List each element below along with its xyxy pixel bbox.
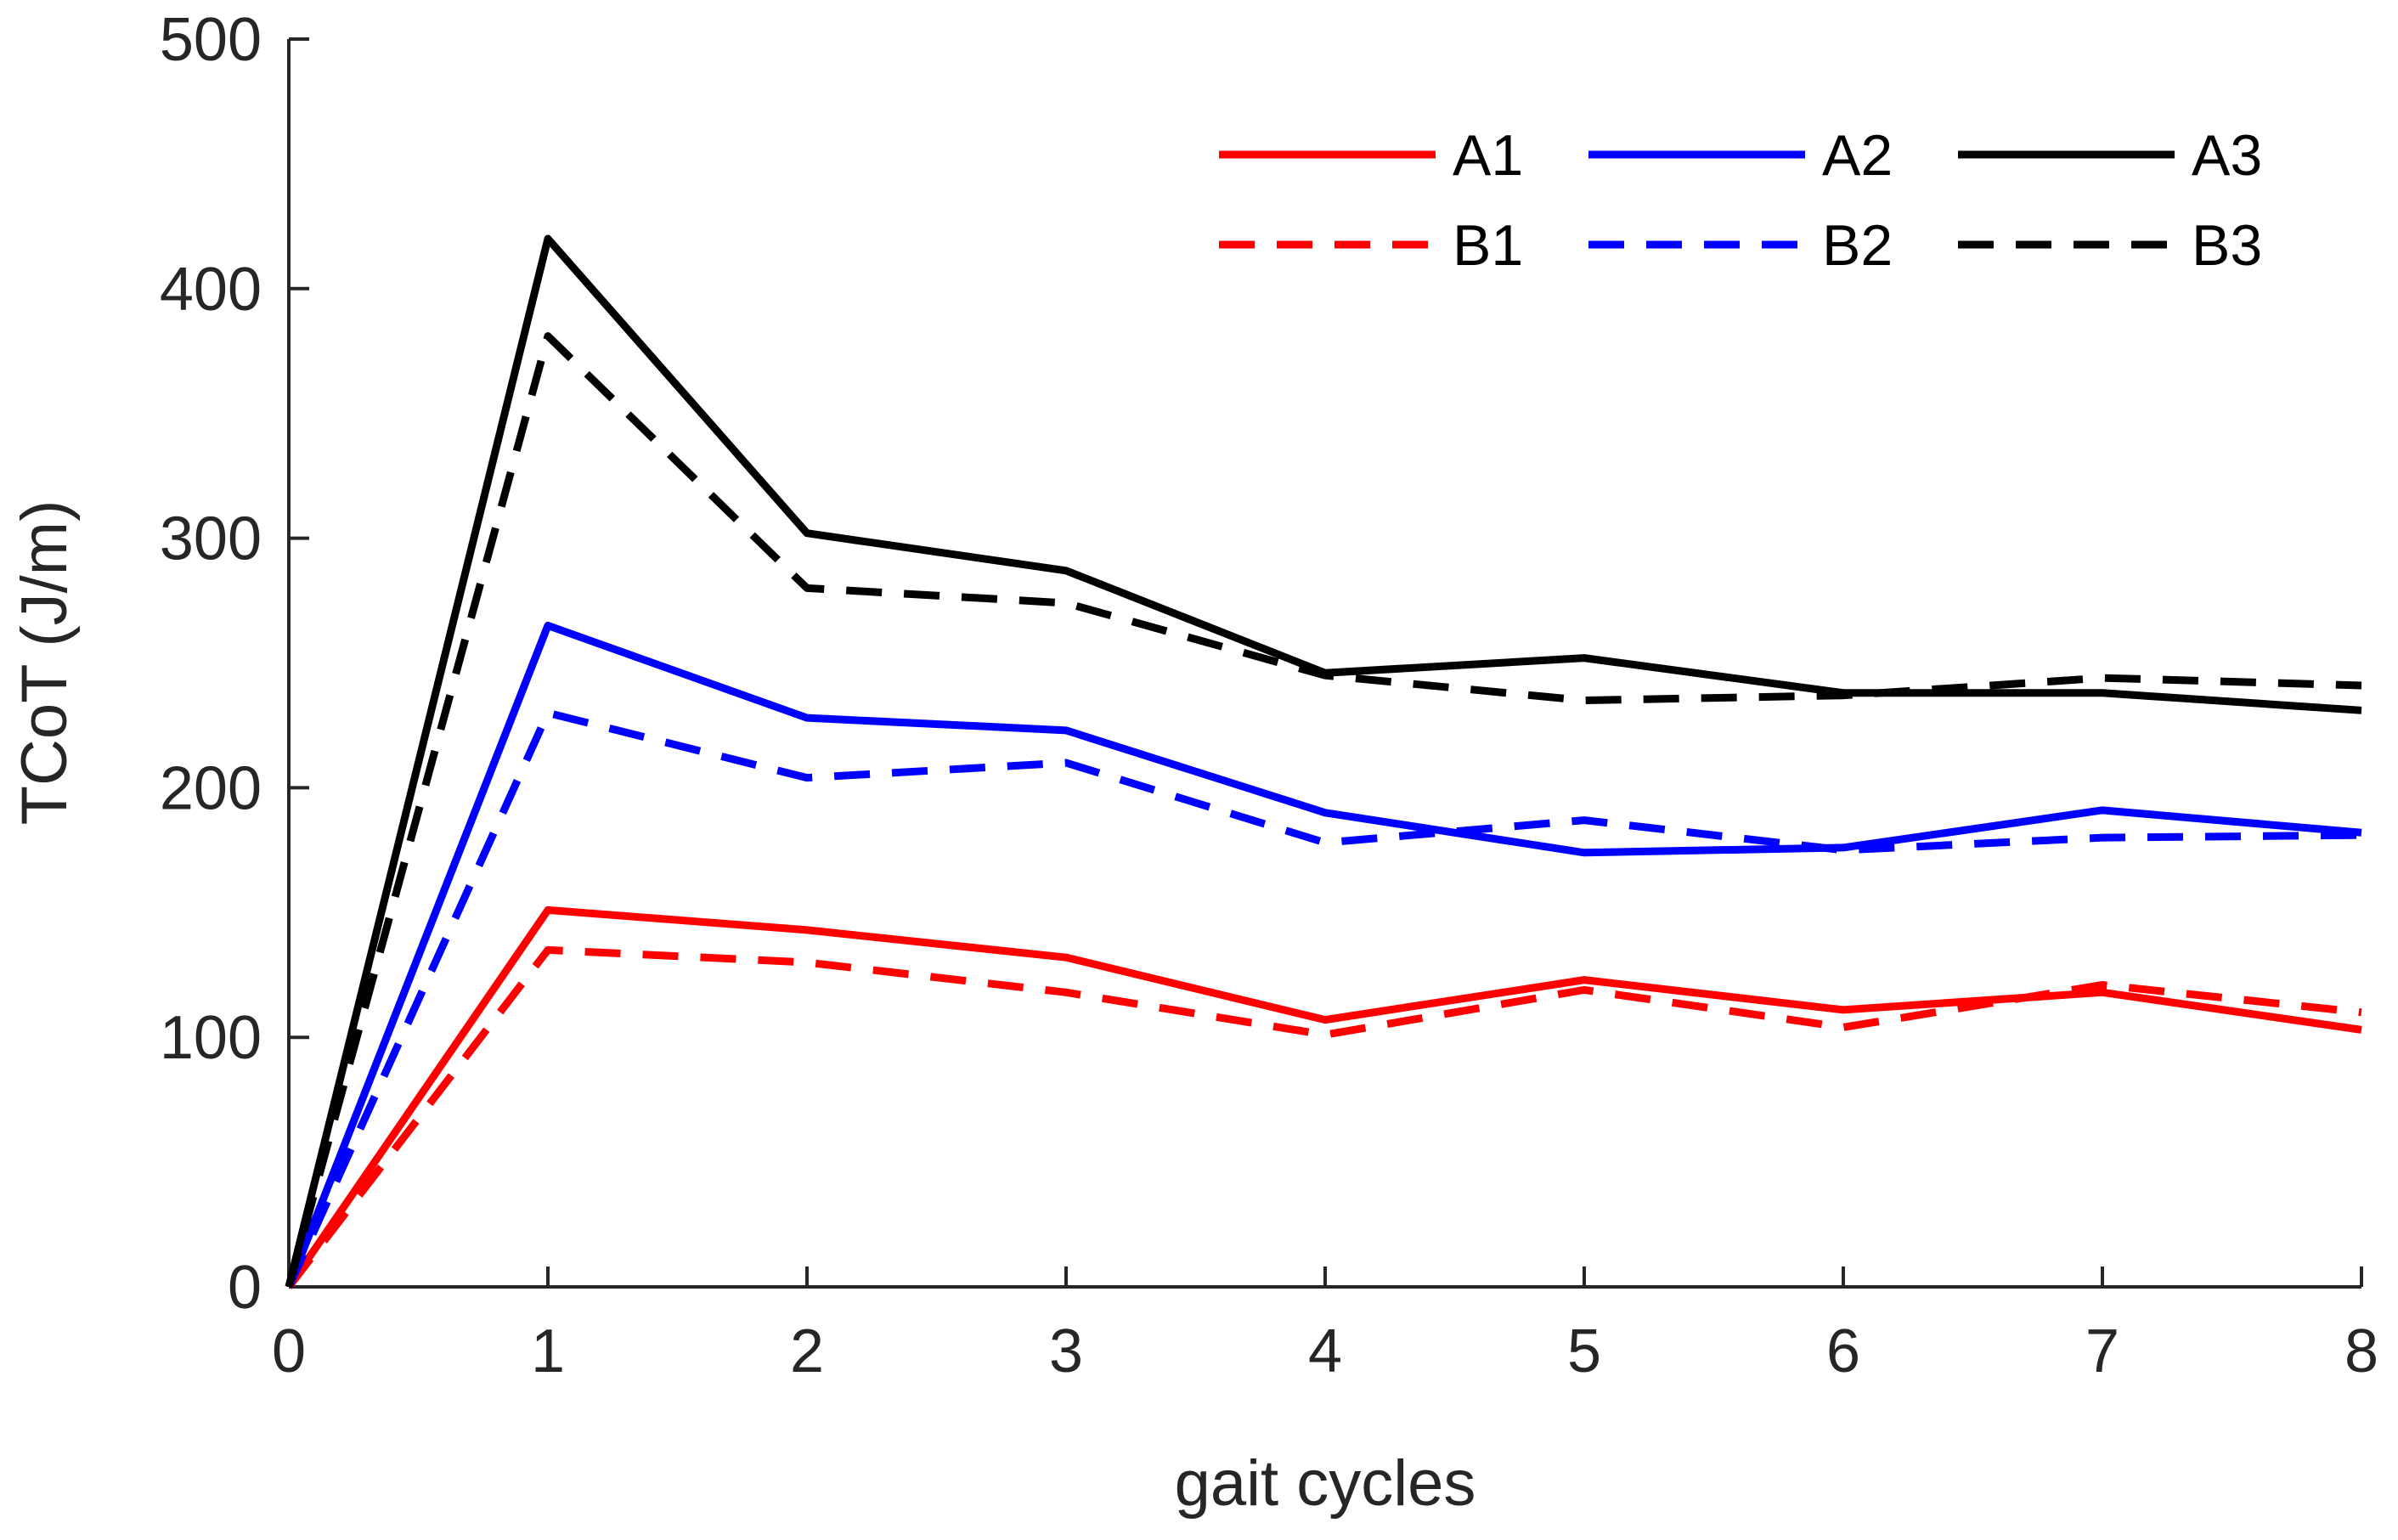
y-ticks: 0 100 200 300 400 500 — [160, 6, 309, 1322]
series-line-b3 — [285, 332, 2362, 1289]
y-tick-label: 400 — [160, 256, 262, 324]
series-lines — [285, 234, 2362, 1289]
legend-label-b3: B3 — [2192, 213, 2262, 278]
x-ticks: 0 1 2 3 4 5 6 7 8 — [272, 1266, 2378, 1385]
y-tick-label: 500 — [160, 6, 262, 74]
series-line-b2 — [285, 708, 2362, 1289]
x-tick-label: 8 — [2344, 1317, 2378, 1385]
legend: A1 A2 A3 B1 B2 B3 — [1219, 123, 2262, 278]
legend-label-a2: A2 — [1822, 123, 1893, 188]
plot-area — [287, 39, 2361, 1289]
x-tick-label: 4 — [1308, 1317, 1342, 1385]
series-line-a1 — [285, 905, 2362, 1289]
x-tick-label: 2 — [790, 1317, 824, 1385]
y-tick-label: 300 — [160, 505, 262, 573]
x-tick-label: 5 — [1567, 1317, 1601, 1385]
x-tick-label: 0 — [272, 1317, 306, 1385]
x-tick-label: 1 — [531, 1317, 565, 1385]
series-line-a3 — [285, 234, 2362, 1289]
x-tick-label: 3 — [1049, 1317, 1083, 1385]
x-axis-label: gait cycles — [1175, 1447, 1476, 1520]
legend-label-a1: A1 — [1453, 123, 1523, 188]
legend-label-b2: B2 — [1822, 213, 1893, 278]
series-line-a2 — [285, 621, 2362, 1289]
y-tick-label: 200 — [160, 754, 262, 822]
legend-label-a3: A3 — [2192, 123, 2262, 188]
y-axis-label: TCoT (J/m) — [8, 500, 81, 826]
y-tick-label: 100 — [160, 1004, 262, 1072]
x-tick-label: 7 — [2085, 1317, 2119, 1385]
legend-label-b1: B1 — [1453, 213, 1523, 278]
series-line-b1 — [285, 945, 2362, 1289]
x-tick-label: 6 — [1826, 1317, 1860, 1385]
y-tick-label: 0 — [228, 1254, 262, 1322]
